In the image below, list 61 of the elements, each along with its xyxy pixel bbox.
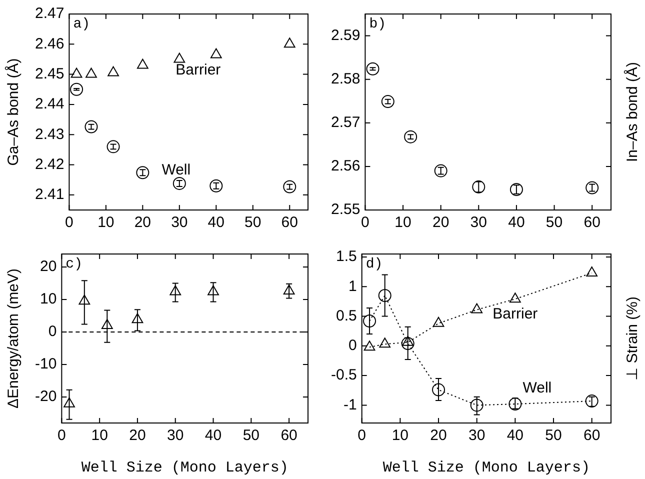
- y-tick-label: 0.5: [336, 307, 357, 324]
- annotation: b): [369, 16, 386, 33]
- x-tick-label: 60: [281, 214, 298, 232]
- y-tick-label: 2.58: [330, 70, 360, 88]
- y-tick-label: 0: [348, 337, 357, 354]
- x-tick-label: 50: [546, 214, 563, 232]
- x-tick-label: 60: [583, 427, 600, 444]
- annotation: a): [73, 16, 90, 33]
- x-tick-label: 40: [508, 214, 525, 232]
- x-tick-label: 30: [167, 427, 184, 444]
- x-tick-label: 10: [91, 427, 108, 444]
- annotation: d): [366, 256, 383, 273]
- x-axis-title: Well Size (Mono Layers): [81, 459, 288, 476]
- y-tick-label: 2.57: [330, 114, 360, 132]
- y-tick-label: 2.55: [330, 201, 360, 218]
- y-tick-label: 2.44: [34, 96, 64, 113]
- x-tick-label: 50: [242, 427, 260, 444]
- series-label: Barrier: [492, 306, 538, 323]
- x-tick-label: 20: [430, 427, 447, 444]
- series-label: Well: [522, 380, 552, 397]
- x-tick-label: 60: [280, 427, 298, 444]
- series-label: Well: [162, 162, 191, 179]
- y-axis-title: Ga–As bond (Å): [4, 58, 22, 166]
- x-tick-label: 50: [244, 214, 262, 232]
- x-tick-label: 20: [432, 214, 450, 232]
- x-tick-label: 30: [468, 427, 486, 444]
- x-tick-label: 20: [134, 214, 152, 232]
- y-tick-label: 2.41: [34, 186, 64, 204]
- y-tick-label: -0.5: [330, 366, 357, 384]
- x-tick-label: 20: [129, 427, 146, 444]
- y-tick-label: 1.5: [336, 248, 357, 266]
- y-tick-label: 20: [40, 258, 57, 276]
- y-axis-title: ⊥ Strain (%): [624, 296, 642, 380]
- y-tick-label: 2.45: [34, 65, 64, 82]
- y-tick-label: 10: [40, 290, 57, 308]
- x-tick-label: 30: [171, 214, 188, 232]
- x-axis-title: Well Size (Mono Layers): [382, 459, 590, 476]
- y-axis-title: In–As bond (Å): [623, 62, 642, 162]
- y-axis-title: ΔEnergy/atom (meV): [5, 268, 22, 409]
- y-tick-label: 0: [48, 323, 57, 340]
- x-tick-label: 10: [98, 214, 114, 232]
- x-tick-label: 40: [204, 427, 222, 444]
- y-tick-label: -10: [34, 356, 57, 373]
- x-tick-label: 10: [392, 427, 409, 444]
- y-tick-label: -1: [344, 396, 357, 414]
- series-label: Barrier: [176, 61, 221, 78]
- x-tick-label: 50: [545, 427, 562, 444]
- x-tick-label: 40: [208, 214, 224, 232]
- y-tick-label: 2.42: [34, 156, 64, 173]
- annotation: c): [66, 256, 82, 273]
- x-tick-label: 30: [470, 214, 487, 232]
- y-tick-label: 2.47: [34, 5, 64, 22]
- x-tick-label: 40: [506, 427, 524, 444]
- y-tick-label: 2.56: [330, 158, 360, 175]
- y-tick-label: 2.46: [34, 35, 64, 52]
- y-tick-label: -20: [34, 388, 57, 406]
- y-tick-label: 2.59: [330, 26, 360, 44]
- x-tick-label: 10: [394, 214, 412, 232]
- y-tick-label: 2.43: [34, 126, 64, 143]
- x-tick-label: 60: [584, 214, 600, 232]
- y-tick-label: 1: [348, 278, 357, 295]
